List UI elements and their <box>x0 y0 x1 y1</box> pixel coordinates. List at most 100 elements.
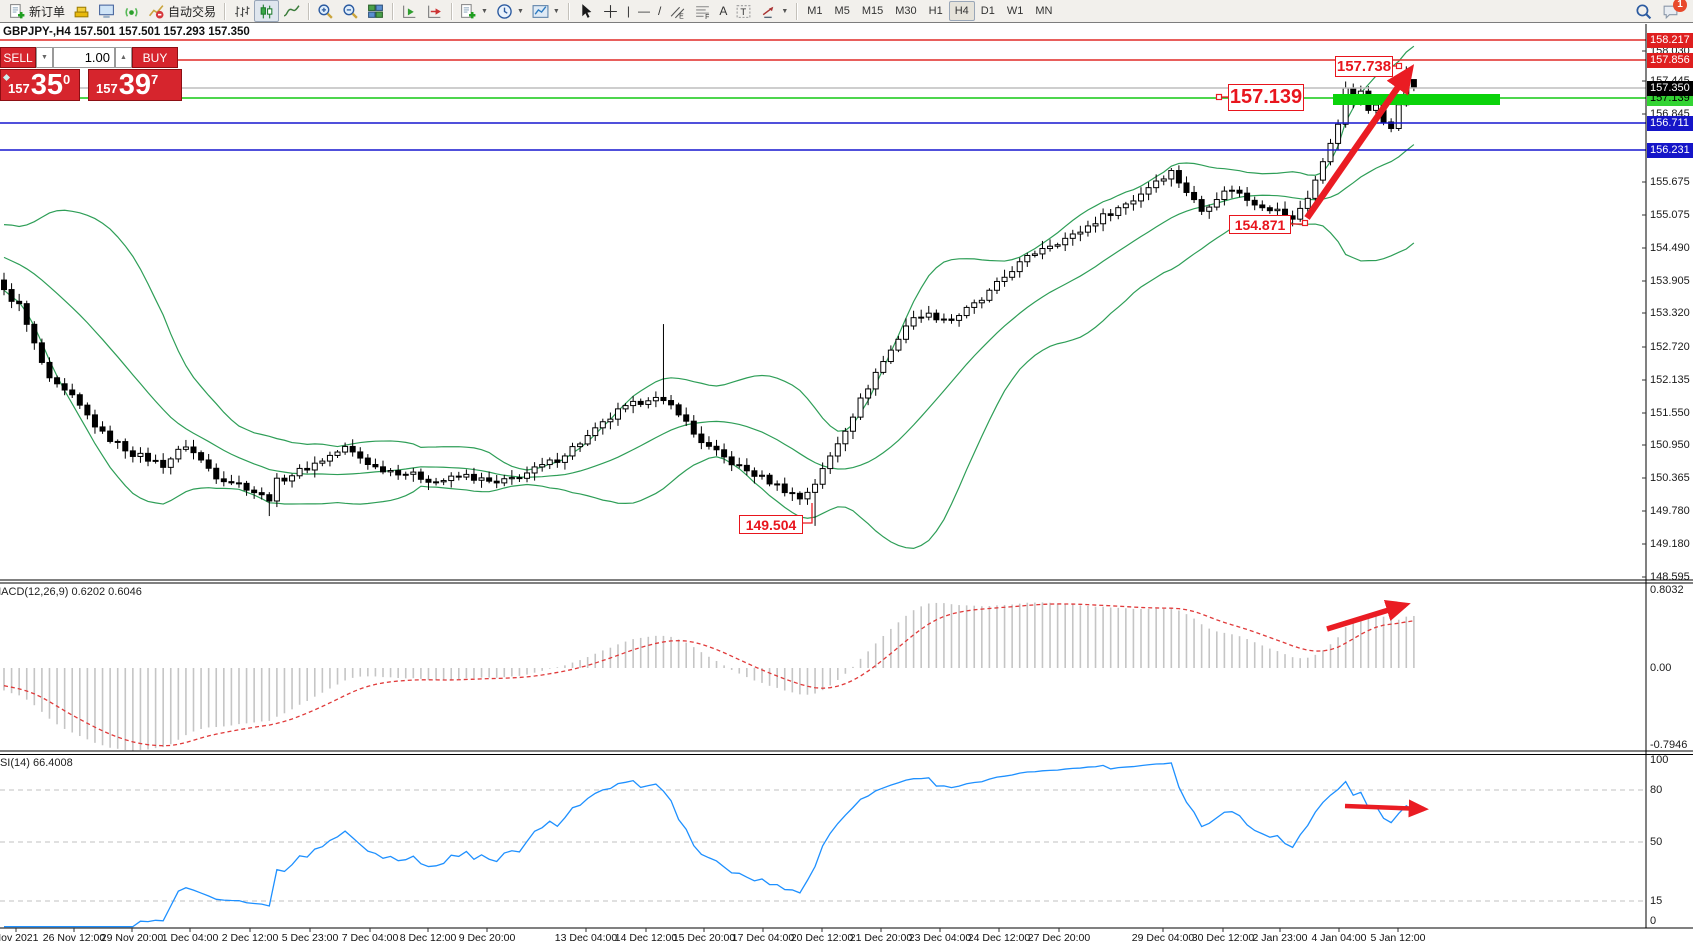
templates-button[interactable]: ▼ <box>528 0 564 22</box>
candle <box>645 400 652 405</box>
cursor-button[interactable] <box>573 0 598 22</box>
zoom-in-button[interactable] <box>313 0 338 22</box>
bid-price[interactable]: 157 35 0 <box>0 69 80 101</box>
price-badge-156.231: 156.231 <box>1647 142 1693 158</box>
candle <box>23 303 30 325</box>
equidistant-channel-button[interactable]: E <box>665 0 690 22</box>
line-chart-button[interactable] <box>279 0 304 22</box>
candle <box>986 289 993 301</box>
candle <box>895 338 902 351</box>
rsi-scale-label: 100 <box>1650 753 1669 766</box>
crosshair-button[interactable] <box>598 0 623 22</box>
candle <box>1024 254 1031 263</box>
trend-arrow[interactable] <box>1304 64 1415 220</box>
tf-h1-button[interactable]: H1 <box>923 1 949 21</box>
candle <box>1342 87 1349 125</box>
time-axis-label: 14 Dec 12:00 <box>614 932 678 944</box>
candle <box>251 489 258 494</box>
candle <box>289 475 296 482</box>
candle <box>1153 180 1160 189</box>
chart-window[interactable]: GBPJPY-,H4 157.501 157.501 157.293 157.3… <box>0 24 1693 944</box>
trendline-button[interactable]: / <box>654 0 665 22</box>
new-order-button[interactable]: 新订单 <box>5 0 69 22</box>
candle <box>1138 193 1144 202</box>
tf-mn-button[interactable]: MN <box>1029 1 1058 21</box>
candle <box>971 302 978 308</box>
chart-shift-button[interactable] <box>422 0 447 22</box>
tf-d1-button[interactable]: D1 <box>975 1 1001 21</box>
svg-text:E: E <box>679 13 684 20</box>
candle <box>887 349 894 363</box>
price-tick-label: 149.180 <box>1650 537 1690 550</box>
auto-trading-label: 自动交易 <box>168 4 217 19</box>
time-axis-label: 21 Dec 20:00 <box>849 932 913 944</box>
periods-button[interactable]: ▼ <box>492 0 528 22</box>
candle <box>410 471 417 475</box>
vertical-line-button[interactable]: | <box>623 0 634 22</box>
price-badge-157.350: 157.350 <box>1647 80 1693 96</box>
tf-m1-button[interactable]: M1 <box>801 1 828 21</box>
macd-arrow[interactable] <box>1326 599 1411 632</box>
macd-pane <box>3 602 1415 751</box>
rsi-scale-label: 80 <box>1650 783 1663 796</box>
candle <box>1259 204 1266 209</box>
rsi-arrow[interactable] <box>1344 799 1429 818</box>
tf-m5-label: M5 <box>834 5 850 17</box>
candle <box>1084 225 1091 233</box>
annotation-149504[interactable]: 149.504 <box>739 515 803 534</box>
candle <box>1198 199 1205 212</box>
signals-button[interactable] <box>119 0 144 22</box>
time-axis-label: 29 Dec 04:00 <box>1131 932 1195 944</box>
macd-label: MACD(12,26,9) 0.6202 0.6046 <box>0 586 142 598</box>
zoom-out-icon <box>342 3 359 20</box>
annotation-157738[interactable]: 157.738 <box>1335 56 1393 77</box>
indicators-list-button[interactable]: ▼ <box>456 0 492 22</box>
auto-scroll-button[interactable] <box>397 0 422 22</box>
new-order-icon <box>9 3 26 20</box>
candle <box>1077 231 1084 235</box>
candle <box>630 400 637 407</box>
auto-trading-button[interactable]: 自动交易 <box>144 0 220 22</box>
zoom-out-button[interactable] <box>338 0 363 22</box>
candle <box>577 443 584 448</box>
metaeditor-button[interactable] <box>94 0 119 22</box>
time-axis-label: 8 Dec 12:00 <box>399 932 457 944</box>
candle <box>175 448 182 460</box>
tile-windows-button[interactable] <box>363 0 388 22</box>
candle <box>1054 244 1061 247</box>
candle <box>1107 213 1114 216</box>
horizontal-line-button[interactable]: — <box>634 0 654 22</box>
bar-chart-button[interactable] <box>229 0 254 22</box>
candle <box>781 483 788 494</box>
sell-button[interactable]: SELL <box>0 47 36 68</box>
candle <box>1039 248 1046 255</box>
tf-m5-button[interactable]: M5 <box>829 1 856 21</box>
arrows-tool-button[interactable]: ▼ <box>756 0 792 22</box>
annotation-154871[interactable]: 154.871 <box>1229 215 1291 234</box>
candlestick-chart-button[interactable] <box>254 0 280 22</box>
candle <box>751 470 758 477</box>
crosshair-icon <box>602 3 619 20</box>
time-axis-label: 7 Dec 04:00 <box>341 932 399 944</box>
volume-input[interactable] <box>53 47 115 68</box>
text-label-button[interactable]: T <box>731 0 756 22</box>
chart-canvas[interactable] <box>0 24 1693 943</box>
annotation-157139[interactable]: 157.139 <box>1228 84 1304 111</box>
tf-m30-button[interactable]: M30 <box>889 1 922 21</box>
chart-profiles-button[interactable] <box>69 0 94 22</box>
buy-button[interactable]: BUY <box>132 47 178 68</box>
volume-up-button[interactable]: ▲ <box>115 47 132 68</box>
search-button[interactable] <box>1635 3 1652 20</box>
ask-price[interactable]: 157 39 7 <box>88 69 182 101</box>
tf-m15-button[interactable]: M15 <box>856 1 889 21</box>
fibonacci-button[interactable]: F <box>690 0 715 22</box>
toolbar-separator <box>308 2 310 20</box>
candle <box>122 441 129 452</box>
time-axis-label: 30 Dec 12:00 <box>1191 932 1255 944</box>
tf-h4-button[interactable]: H4 <box>948 1 975 21</box>
notifications-button[interactable]: 1 <box>1662 0 1687 20</box>
tf-w1-button[interactable]: W1 <box>1001 1 1030 21</box>
volume-down-button[interactable]: ▼ <box>36 47 53 68</box>
text-button[interactable]: A <box>715 0 731 22</box>
time-axis-label: 23 Dec 04:00 <box>908 932 972 944</box>
